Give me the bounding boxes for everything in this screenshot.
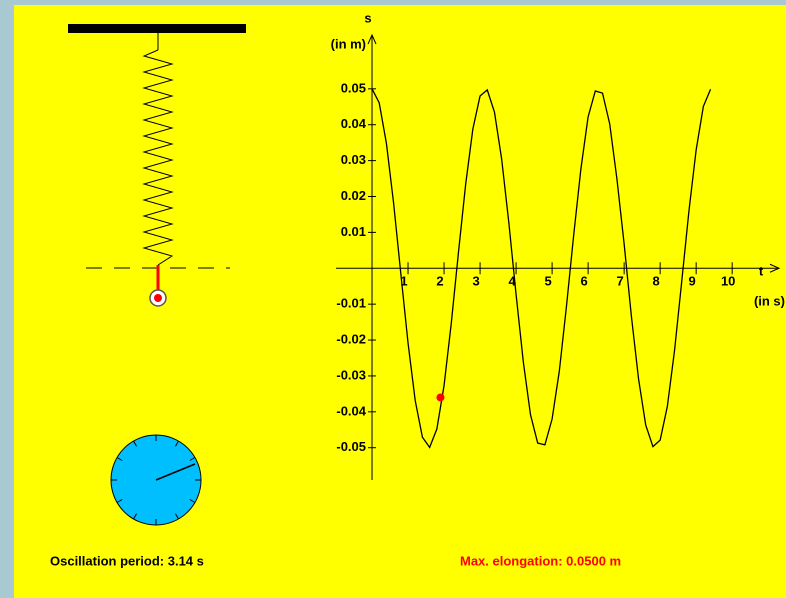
y-tick-label: 0.05 xyxy=(341,80,366,95)
x-tick-label: 6 xyxy=(580,274,587,289)
y-tick-label: -0.05 xyxy=(336,439,366,454)
x-axis-label: t xyxy=(759,264,764,279)
x-tick-label: 9 xyxy=(689,274,696,289)
clock-tick xyxy=(175,440,179,447)
stopwatch xyxy=(110,434,202,526)
x-tick-label: 7 xyxy=(617,274,624,289)
current-point xyxy=(436,393,445,402)
x-tick-label: 2 xyxy=(436,274,443,289)
x-tick-label: 1 xyxy=(400,274,407,289)
x-tick-label: 4 xyxy=(508,274,516,289)
x-axis-arrow xyxy=(769,263,781,273)
x-axis-unit: (in s) xyxy=(754,294,785,309)
clock-tick xyxy=(116,499,123,503)
y-tick-label: 0.03 xyxy=(341,152,366,167)
x-tick-label: 5 xyxy=(544,274,551,289)
y-tick-label: 0.04 xyxy=(341,116,367,131)
curve xyxy=(371,88,712,449)
clock-tick xyxy=(133,513,137,520)
elongation-label: Max. elongation: 0.0500 m xyxy=(460,553,621,568)
ceiling xyxy=(68,24,246,33)
y-tick-label: 0.01 xyxy=(341,224,366,239)
y-axis-label: s xyxy=(364,10,371,25)
y-tick-label: -0.02 xyxy=(336,331,366,346)
clock-tick xyxy=(189,457,196,461)
clock-tick xyxy=(133,440,137,447)
y-tick-label: -0.01 xyxy=(336,296,366,311)
y-axis-arrow xyxy=(367,33,377,45)
clock-hand xyxy=(155,463,196,481)
x-tick-label: 10 xyxy=(721,274,735,289)
x-tick-label: 8 xyxy=(653,274,660,289)
y-tick-label: 0.02 xyxy=(341,188,366,203)
bob-center xyxy=(154,294,162,302)
x-tick-label: 3 xyxy=(472,274,479,289)
y-axis-unit: (in m) xyxy=(331,36,366,51)
y-tick-label: -0.04 xyxy=(336,403,366,418)
clock-tick xyxy=(116,457,123,461)
y-tick-label: -0.03 xyxy=(336,367,366,382)
clock-tick xyxy=(189,499,196,503)
clock-tick xyxy=(175,513,179,520)
period-label: Oscillation period: 3.14 s xyxy=(50,553,204,568)
spring xyxy=(142,49,174,266)
